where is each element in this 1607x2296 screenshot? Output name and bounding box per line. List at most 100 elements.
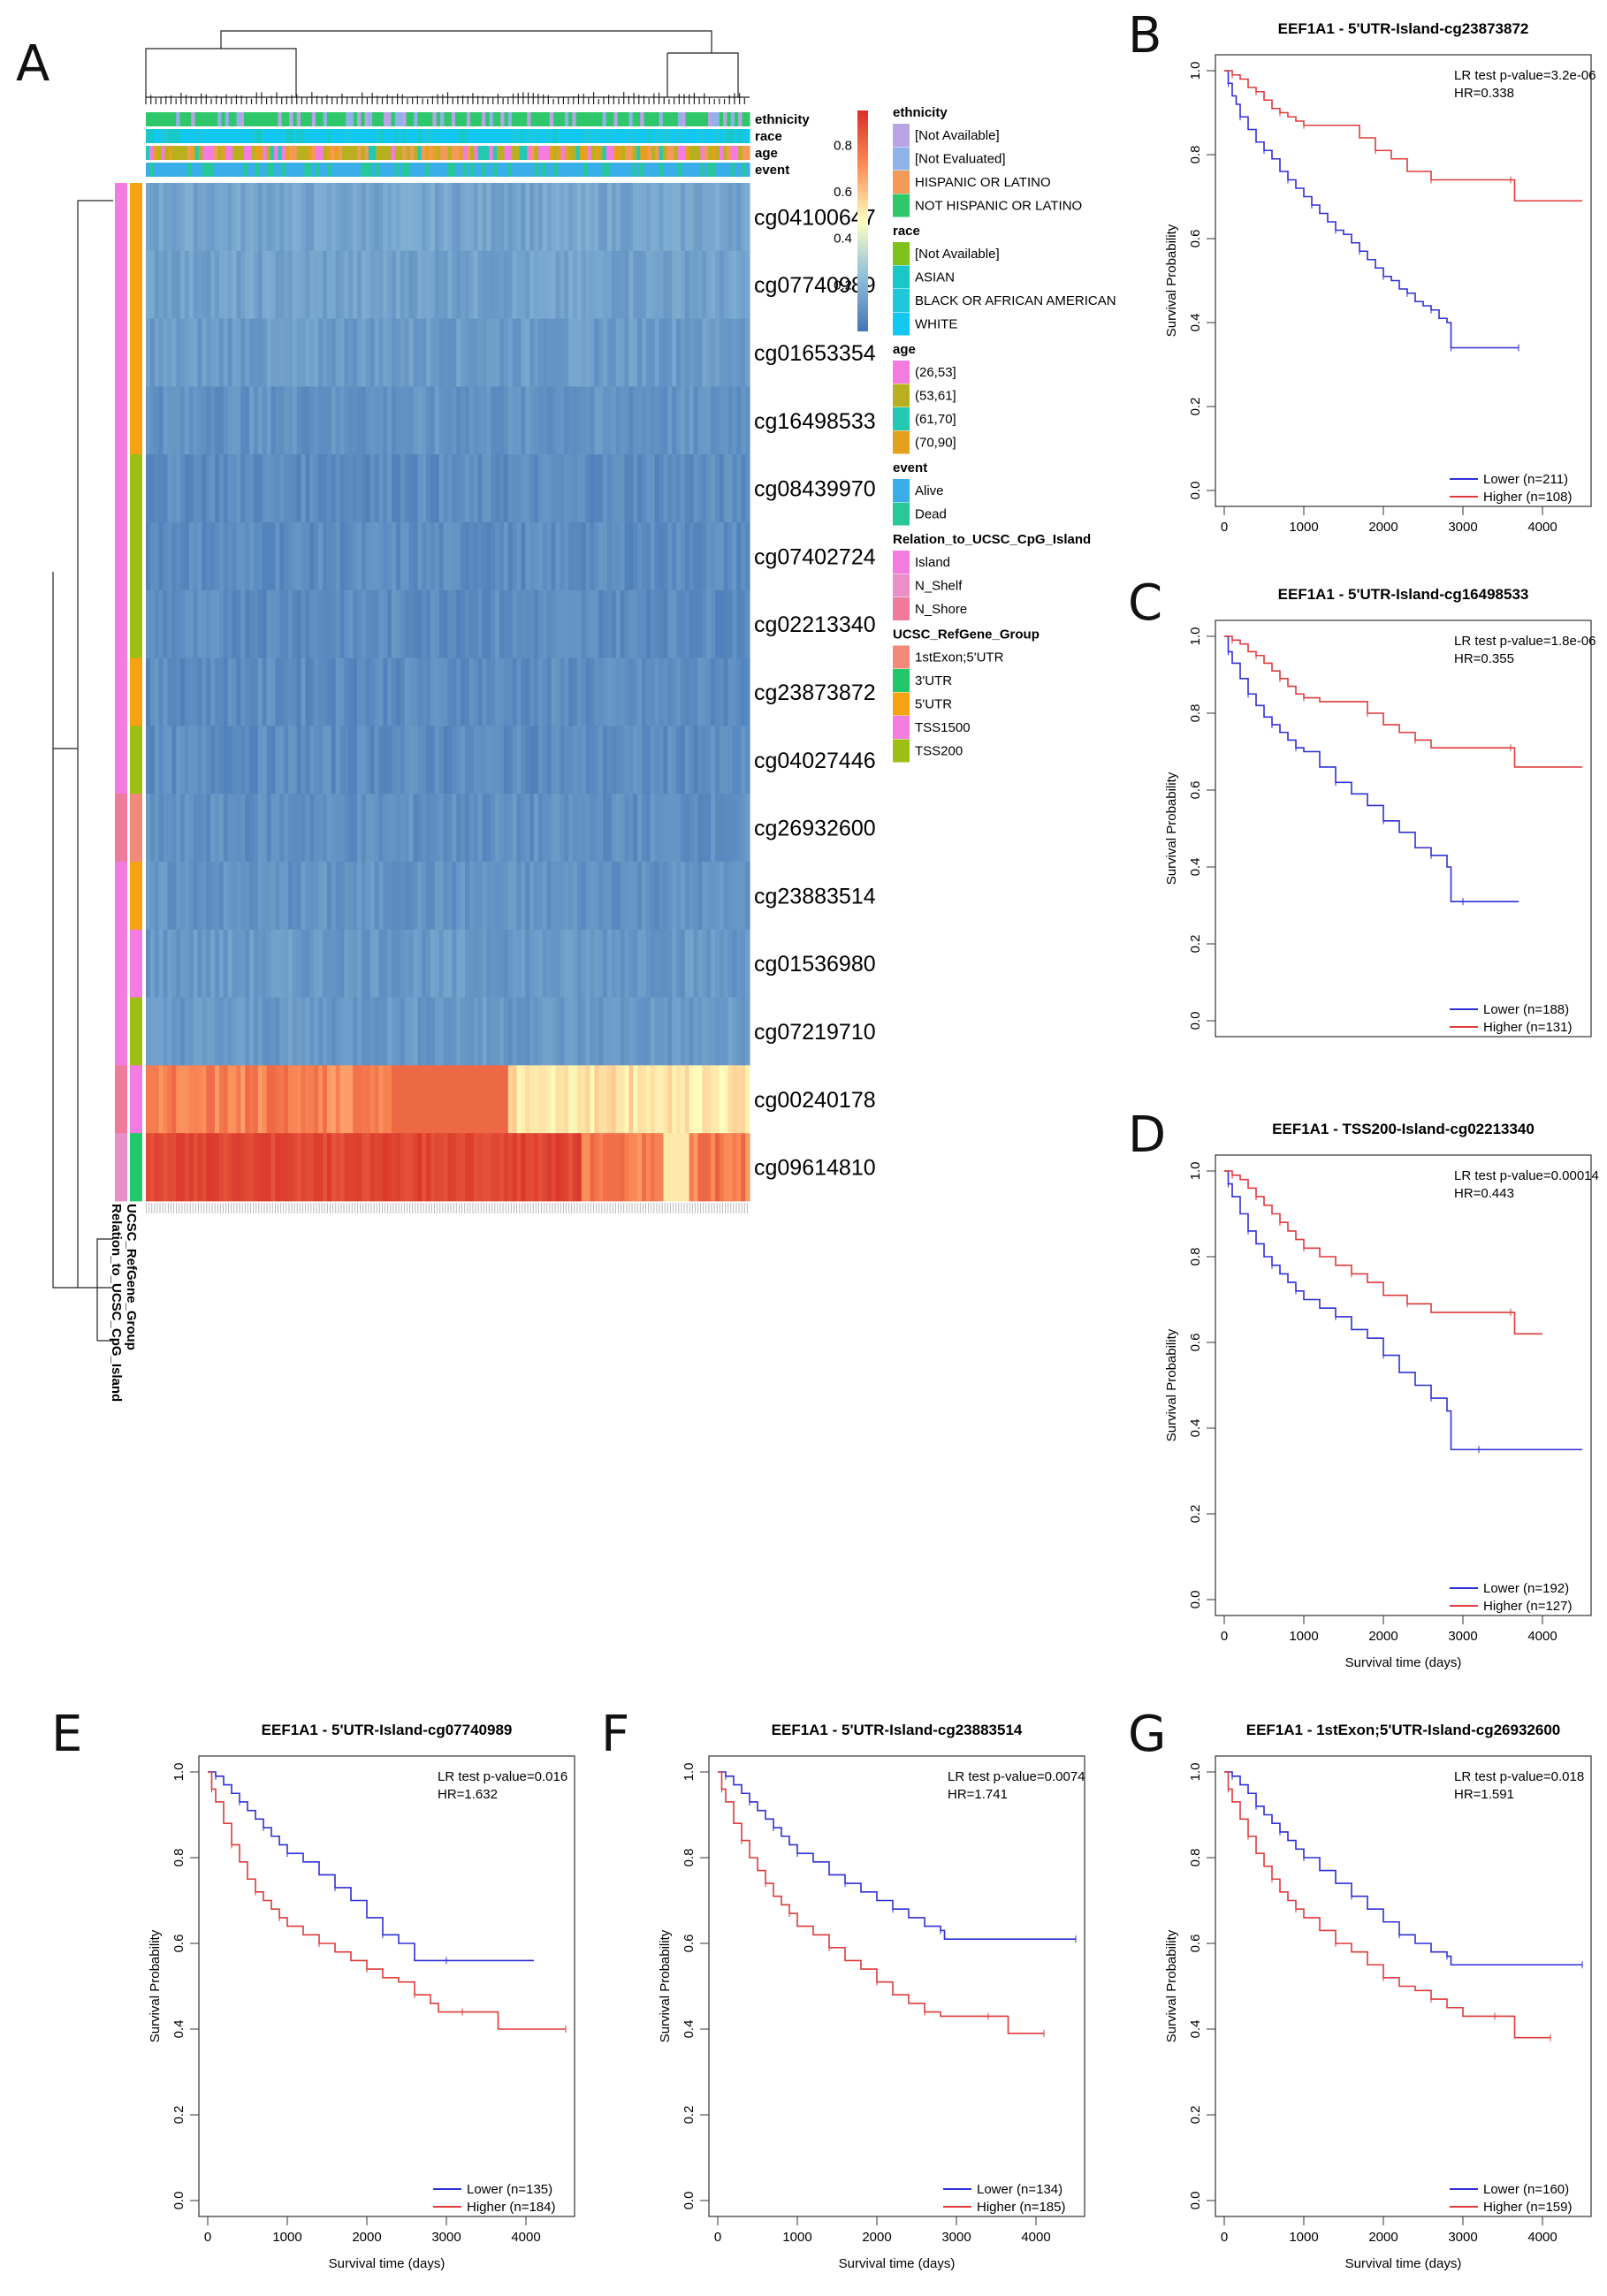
legend-label: Island xyxy=(915,555,950,570)
refgene-group-cell xyxy=(130,589,142,658)
x-tick-label: 2000 xyxy=(1368,520,1398,535)
x-tick-label: 1000 xyxy=(1289,520,1318,535)
panel-label-b: B xyxy=(1128,7,1162,65)
cpg-site-label: cg08439970 xyxy=(754,477,876,502)
y-tick-label: 0.6 xyxy=(171,1935,187,1953)
y-tick-label: 1.0 xyxy=(1188,1162,1203,1181)
legend-swatch xyxy=(893,597,910,620)
y-axis-label: Survival Probability xyxy=(148,1929,163,2042)
y-tick-label: 1.0 xyxy=(1188,62,1203,80)
cpg-site-label: cg00240178 xyxy=(754,1088,876,1113)
legend-swatch xyxy=(893,502,910,526)
column-tick-strip xyxy=(146,1203,748,1213)
legend-swatch xyxy=(893,645,910,669)
y-tick-label: 0.4 xyxy=(1188,858,1203,877)
refgene-group-cell xyxy=(130,250,142,319)
legend-title: ethnicity xyxy=(893,105,948,120)
refgene-group-cell xyxy=(130,1065,142,1134)
legend-swatch xyxy=(893,407,910,430)
heatmap-row xyxy=(146,726,750,794)
refgene-group-cell xyxy=(130,929,142,998)
survival-chart-f: EEF1A1 - 5'UTR-Island-cg23883514 0.0 0.2 0.… xyxy=(658,1722,1085,2271)
heatmap-row xyxy=(146,250,750,319)
y-tick-label: 0.8 xyxy=(1188,1849,1203,1867)
refgene-group-cell xyxy=(130,658,142,726)
panel-label-a: A xyxy=(16,35,50,93)
refgene-group-cell xyxy=(130,997,142,1066)
y-tick-label: 0.6 xyxy=(1188,781,1203,800)
x-tick-label: 2000 xyxy=(1368,1629,1398,1644)
heatmap-row xyxy=(146,862,750,931)
y-tick-label: 1.0 xyxy=(1188,627,1203,646)
annotation-bar-race xyxy=(146,129,750,143)
heatmap-row xyxy=(146,522,750,591)
cpg-site-label: cg04027446 xyxy=(754,749,876,773)
heatmap-row xyxy=(146,386,750,455)
refgene-group-cell xyxy=(130,1133,142,1202)
annotation-label-age: age xyxy=(755,146,778,161)
survival-curve-higher xyxy=(1224,635,1582,768)
legend-label: Higher (n=131) xyxy=(1483,1020,1572,1035)
y-axis-label: Survival Probability xyxy=(1164,1328,1179,1441)
heatmap-row xyxy=(146,929,750,998)
legend-label: ASIAN xyxy=(915,270,955,285)
refgene-group-cell xyxy=(130,862,142,931)
legend-label: (61,70] xyxy=(915,412,956,427)
y-axis-label: Survival Probability xyxy=(1164,224,1179,337)
survival-curve-higher xyxy=(718,1771,1044,2034)
legend-title: age xyxy=(893,342,916,357)
plot-frame xyxy=(1215,620,1592,1038)
legend-label: Lower (n=211) xyxy=(1483,472,1568,487)
cpg-island-relation-cell xyxy=(115,183,127,252)
cpg-site-label: cg07740989 xyxy=(754,273,876,298)
y-tick-label: 0.2 xyxy=(682,2106,697,2125)
x-tick-label: 4000 xyxy=(1527,520,1557,535)
survival-chart-b: EEF1A1 - 5'UTR-Island-cg23873872 0.0 0.2 0.… xyxy=(1164,20,1596,535)
x-tick-label: 1000 xyxy=(1289,2230,1318,2245)
refgene-group-cell xyxy=(130,454,142,523)
statistics-annotation: HR=1.741 xyxy=(948,1787,1008,1802)
cpg-island-relation-cell xyxy=(115,454,127,523)
legend-label: Dead xyxy=(915,507,947,522)
statistics-annotation: HR=1.591 xyxy=(1454,1787,1514,1802)
y-tick-label: 0.0 xyxy=(682,2192,697,2210)
legend-swatch xyxy=(893,692,910,716)
heatmap-row xyxy=(146,454,750,523)
legend-title: event xyxy=(893,460,927,475)
refgene-group-cell xyxy=(130,183,142,252)
plot-frame xyxy=(1215,1755,1592,2217)
statistics-annotation: HR=0.355 xyxy=(1454,651,1514,666)
y-tick-label: 0.2 xyxy=(1188,1505,1203,1524)
color-scale-tick: 0.8 xyxy=(834,138,852,153)
survival-curve-higher xyxy=(1224,1771,1550,2039)
legend-swatch xyxy=(893,430,910,454)
annotation-label-ethnicity: ethnicity xyxy=(755,112,810,127)
legend-label: Lower (n=135) xyxy=(467,2182,552,2197)
y-axis-label: Survival Probability xyxy=(1164,1929,1179,2042)
plot-frame xyxy=(1215,1154,1592,1616)
column-dendrogram xyxy=(145,30,750,104)
x-tick-label: 3000 xyxy=(1448,1629,1477,1644)
statistics-annotation: HR=1.632 xyxy=(438,1787,498,1802)
y-tick-label: 0.2 xyxy=(1188,935,1203,954)
y-tick-label: 1.0 xyxy=(1188,1763,1203,1782)
cpg-island-relation-cell xyxy=(115,794,127,863)
panel-label-f: F xyxy=(601,1706,630,1763)
cpg-island-relation-cell xyxy=(115,1133,127,1202)
legend-title: race xyxy=(893,224,920,239)
legend-label: 5'UTR xyxy=(915,697,952,712)
plot-frame xyxy=(708,1755,1085,2217)
survival-curve-lower xyxy=(1224,70,1519,349)
x-tick-label: 4000 xyxy=(1527,2230,1557,2245)
x-tick-label: 4000 xyxy=(1021,2230,1050,2245)
survival-curve-higher xyxy=(1224,1170,1542,1335)
y-tick-label: 0.4 xyxy=(1188,314,1203,332)
cpg-site-label: cg26932600 xyxy=(754,817,876,841)
color-scale-tick: 0.4 xyxy=(834,232,852,247)
statistics-annotation: LR test p-value=0.0074 xyxy=(948,1769,1085,1784)
statistics-annotation: LR test p-value=0.016 xyxy=(438,1769,567,1784)
x-tick-label: 0 xyxy=(1221,1629,1228,1644)
cpg-site-label: cg07219710 xyxy=(754,1020,876,1045)
row-annotation-label-refgene: UCSC_RefGene_Group xyxy=(124,1204,139,1350)
panel-label-g: G xyxy=(1128,1706,1167,1763)
